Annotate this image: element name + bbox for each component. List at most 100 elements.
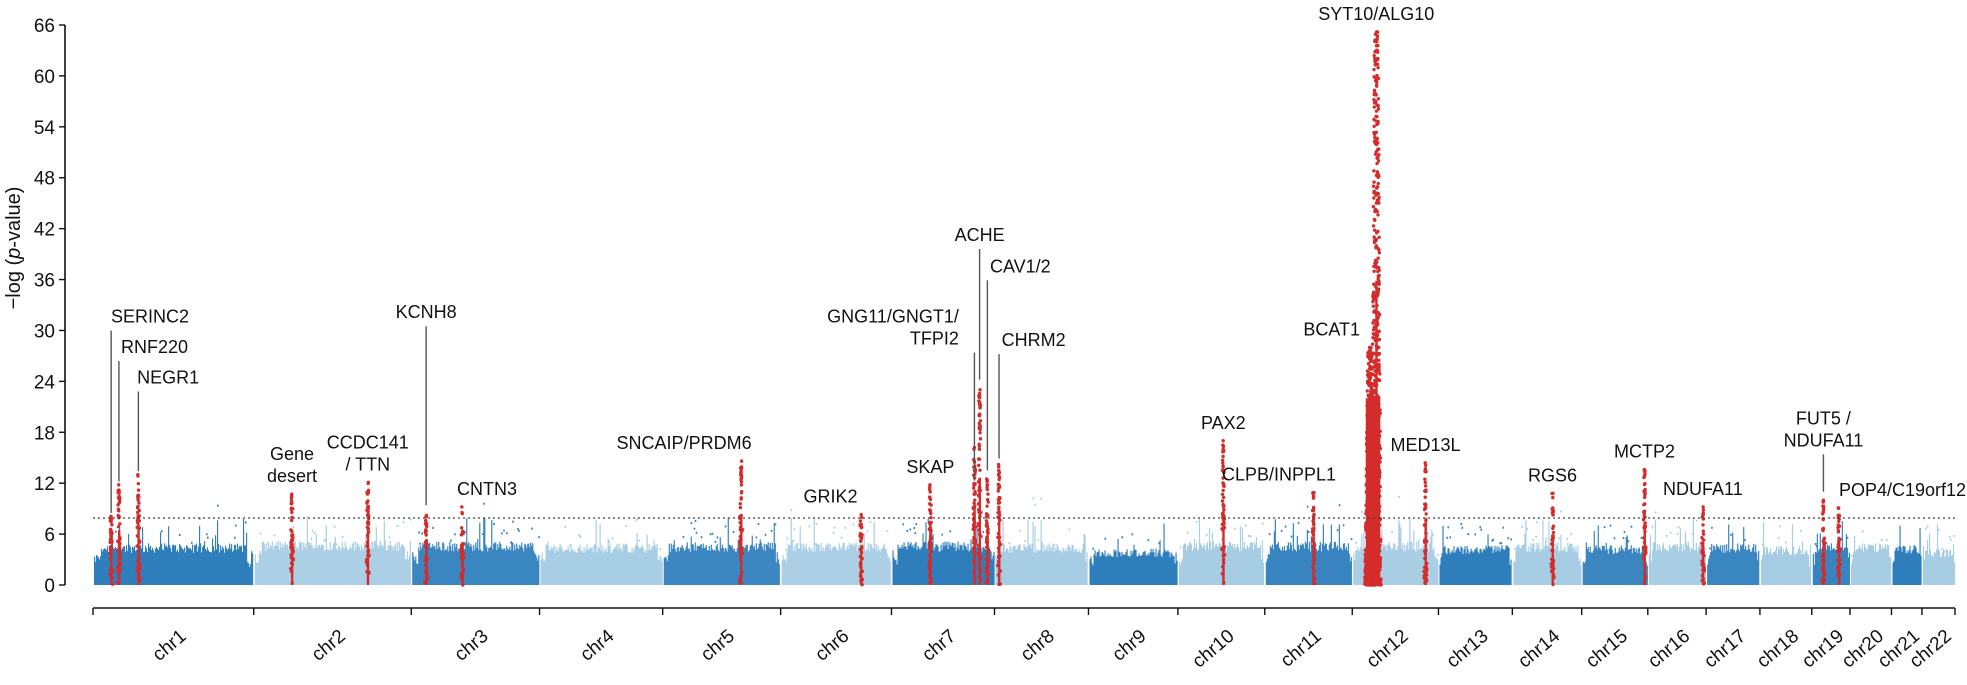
snp-column [1433,547,1435,585]
peak-point [973,490,977,494]
snp-column [1796,552,1799,585]
snp-column [1622,549,1624,585]
gene-annotation: MED13L [1390,435,1460,455]
snp-column [97,556,99,585]
peak-point [1376,315,1380,320]
snp-column [1120,556,1122,585]
snp-column [1076,551,1078,585]
gene-annotation: SNCAIP/PRDM6 [617,433,752,453]
peak-point [1375,156,1379,160]
snp-column [1616,553,1618,585]
snp-column [527,543,529,585]
snp-column [941,550,943,585]
snp-column [219,552,221,585]
snp-column [1500,548,1502,585]
snp-column [1219,544,1222,585]
snp-column [1483,548,1485,585]
snp-column [1052,543,1054,585]
snp-column [95,561,97,585]
snp-column [1237,547,1240,585]
y-tick-label: 24 [34,372,56,393]
snp-column [128,534,130,585]
peak-point [859,515,864,520]
gene-annotation: KCNH8 [396,302,457,506]
snp-point [1820,528,1823,531]
peak-point [1374,231,1379,235]
snp-column [1085,561,1087,585]
snp-column [1843,547,1845,585]
peak-point [1366,362,1371,366]
snp-column [612,549,614,585]
gene-label: BCAT1 [1303,319,1360,339]
snp-column [1388,542,1390,585]
snp-point [774,523,777,526]
snp-column [570,544,572,585]
snp-column [204,541,206,585]
snp-column [879,551,881,585]
snp-column [1562,548,1564,585]
snp-column [1938,550,1941,585]
snp-point [569,544,572,547]
snp-column [1471,550,1473,585]
peak-point [1373,364,1378,368]
snp-column [1131,554,1133,585]
peak-point [978,468,982,472]
peak-point [1376,256,1380,260]
snp-column [445,549,447,585]
snp-column [1420,548,1422,585]
snp-column [1144,550,1146,585]
snp-column [1859,544,1861,585]
snp-point [764,533,767,536]
snp-column [949,544,951,585]
snp-column [962,550,964,585]
peak-point [1371,321,1375,325]
snp-point [1704,539,1707,542]
snp-column [1232,547,1235,585]
snp-column [1434,556,1436,585]
snp-column [1443,547,1445,585]
snp-column [107,546,109,585]
snp-column [1916,551,1918,585]
peak-point [1643,521,1647,525]
snp-column [1440,557,1442,585]
snp-column [617,550,619,585]
snp-column [1945,549,1948,585]
snp-column [1864,544,1866,585]
peak-point [1375,161,1379,166]
snp-column [484,517,486,585]
snp-column [594,543,596,585]
snp-column [842,542,844,585]
peak-point [1312,514,1316,519]
snp-column [438,541,440,585]
snp-column [1452,552,1454,585]
snp-column [325,525,327,585]
peak-point [366,512,370,517]
snp-column [1591,552,1593,585]
snp-column [170,547,172,585]
snp-column [1458,549,1460,585]
peak-point [1422,502,1427,506]
snp-column [362,550,364,585]
snp-column [1780,546,1783,585]
snp-column [1943,557,1946,585]
snp-column [744,546,746,585]
snp-column [992,555,994,585]
peak-point [1313,581,1317,586]
chromosome-points-chr5 [663,517,780,585]
snp-column [672,544,674,585]
peak-point [1377,251,1382,255]
snp-point [273,534,276,537]
snp-column [971,548,973,585]
snp-column [841,546,843,585]
snp-column [1194,547,1197,585]
peak-point [928,525,932,530]
snp-column [833,546,835,585]
peak-point [1700,560,1705,564]
peak-point [1374,92,1378,97]
chromosome-points-chr9 [1089,523,1178,585]
snp-column [1531,548,1533,585]
snp-column [508,549,510,585]
snp-column [424,549,426,585]
y-axis-title-suffix: -value) [3,187,25,248]
peak-point [1820,580,1825,584]
